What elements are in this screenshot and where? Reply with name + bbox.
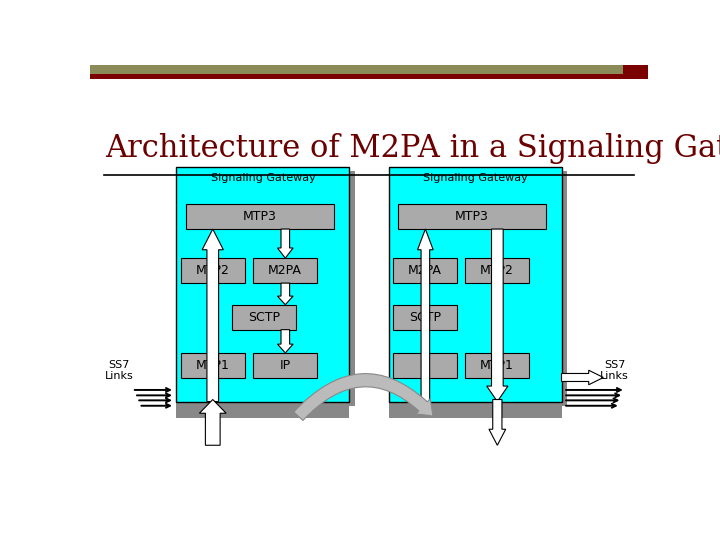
FancyArrowPatch shape — [294, 374, 433, 421]
Bar — [181, 353, 245, 378]
Bar — [176, 167, 349, 402]
Bar — [186, 204, 334, 229]
Text: SS7
Links: SS7 Links — [104, 360, 133, 381]
Text: MTP3: MTP3 — [455, 210, 489, 223]
Bar — [393, 258, 457, 283]
Polygon shape — [418, 229, 433, 402]
Polygon shape — [487, 229, 508, 402]
Text: Architecture of M2PA in a Signaling Gateway: Architecture of M2PA in a Signaling Gate… — [105, 133, 720, 164]
Bar — [90, 74, 623, 79]
Bar — [176, 402, 349, 418]
Text: MTP2: MTP2 — [196, 264, 230, 277]
Bar — [233, 305, 297, 329]
Bar — [182, 171, 355, 406]
Bar — [90, 65, 623, 74]
Polygon shape — [277, 283, 293, 305]
Bar — [393, 305, 457, 329]
Bar — [393, 353, 457, 378]
Text: IP: IP — [420, 359, 431, 372]
Text: Signaling Gateway: Signaling Gateway — [423, 173, 527, 183]
Polygon shape — [489, 400, 505, 446]
Bar — [181, 258, 245, 283]
Text: MTP2: MTP2 — [480, 264, 514, 277]
Bar — [465, 258, 529, 283]
Text: MTP1: MTP1 — [196, 359, 230, 372]
Polygon shape — [277, 329, 293, 353]
Text: M2PA: M2PA — [408, 264, 442, 277]
Polygon shape — [277, 229, 293, 258]
Polygon shape — [562, 370, 603, 385]
Text: IP: IP — [279, 359, 291, 372]
Text: MTP3: MTP3 — [243, 210, 277, 223]
Bar — [253, 258, 317, 283]
Bar — [253, 353, 317, 378]
Polygon shape — [202, 229, 223, 402]
Text: SCTP: SCTP — [248, 310, 280, 323]
Polygon shape — [199, 400, 226, 446]
Bar — [389, 167, 562, 402]
Text: SCTP: SCTP — [409, 310, 441, 323]
Bar — [394, 171, 567, 406]
Bar — [389, 402, 562, 418]
Text: MTP1: MTP1 — [480, 359, 514, 372]
Bar — [465, 353, 529, 378]
Text: SS7
Links: SS7 Links — [600, 360, 629, 381]
Bar — [623, 65, 648, 79]
Bar — [398, 204, 546, 229]
Text: Signaling Gateway: Signaling Gateway — [211, 173, 315, 183]
Text: M2PA: M2PA — [268, 264, 302, 277]
